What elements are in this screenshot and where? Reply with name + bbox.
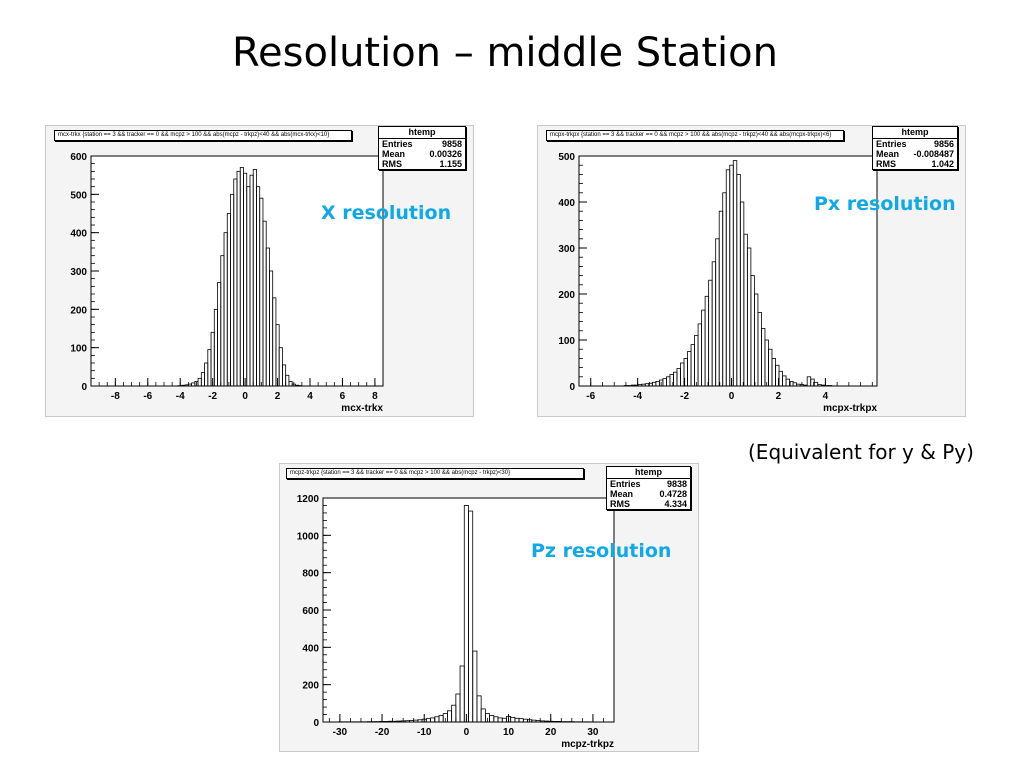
entries-label: Entries — [610, 479, 641, 489]
stats-name: htemp — [379, 127, 465, 139]
mean-value: -0.008487 — [913, 149, 954, 159]
rms-label: RMS — [876, 159, 896, 169]
x-tick-label: -4 — [633, 391, 642, 402]
x-tick-label: -20 — [375, 727, 390, 738]
y-tick-label: 600 — [70, 152, 87, 163]
x-tick-label: 0 — [729, 391, 735, 402]
y-tick-label: 0 — [81, 382, 87, 393]
x-tick-label: 10 — [503, 727, 515, 738]
y-tick-label: 500 — [70, 190, 87, 201]
stats-box: htemp Entries 9858 Mean 0.00326 RMS 1.155 — [378, 126, 466, 170]
y-tick-label: 800 — [302, 569, 319, 580]
y-tick-label: 1200 — [297, 494, 320, 505]
x-tick-label: -6 — [586, 391, 595, 402]
pz-resolution-histogram: -30 -20 -10 0 10 20 30 0 200 400 600 800 1000 1200 mcp… — [297, 494, 615, 750]
rms-value: 4.334 — [664, 499, 687, 509]
entries-value: 9858 — [441, 139, 462, 149]
y-tick-label: 300 — [558, 244, 575, 255]
pz-resolution-label: Pz resolution — [531, 540, 672, 562]
x-tick-label: 20 — [545, 727, 557, 738]
entries-label: Entries — [382, 139, 413, 149]
x-tick-label: -4 — [176, 391, 185, 402]
y-tick-label: 200 — [70, 305, 87, 316]
y-tick-label: 1000 — [297, 531, 320, 542]
px-resolution-label: Px resolution — [814, 193, 956, 215]
y-tick-label: 400 — [302, 643, 319, 654]
mean-value: 0.4728 — [659, 489, 687, 499]
mean-label: Mean — [876, 149, 900, 159]
rms-label: RMS — [610, 499, 630, 509]
x-tick-label: 30 — [587, 727, 599, 738]
y-tick-label: 200 — [558, 290, 575, 301]
rms-value: 1.155 — [439, 159, 462, 169]
x-tick-label: -2 — [680, 391, 689, 402]
y-tick-label: 200 — [302, 681, 319, 692]
stats-box: htemp Entries 9856 Mean -0.008487 RMS 1.042 — [872, 126, 958, 170]
slide-title: Resolution – middle Station — [232, 30, 778, 76]
histogram-title: mcx-trkx {station == 3 && tracker == 0 &… — [54, 130, 352, 141]
px-resolution-histogram: -6 -4 -2 0 2 4 0 100 200 300 400 500 mcpx-trkpx — [558, 152, 878, 414]
stats-box: htemp Entries 9838 Mean 0.4728 RMS 4.334 — [606, 466, 691, 510]
histogram-title: mcpz-trkpz {station == 3 && tracker == 0… — [286, 468, 584, 479]
x-tick-label: 8 — [372, 391, 378, 402]
x-tick-label: -8 — [111, 391, 120, 402]
mean-value: 0.00326 — [429, 149, 462, 159]
x-tick-label: -30 — [333, 727, 348, 738]
rms-value: 1.042 — [931, 159, 954, 169]
y-tick-label: 0 — [569, 382, 575, 393]
x-tick-label: 0 — [242, 391, 248, 402]
x-tick-label: -6 — [143, 391, 152, 402]
y-tick-label: 600 — [302, 606, 319, 617]
y-tick-label: 500 — [558, 152, 575, 163]
stats-name: htemp — [607, 467, 690, 479]
y-tick-label: 100 — [558, 336, 575, 347]
mean-label: Mean — [610, 489, 634, 499]
y-tick-label: 0 — [313, 718, 319, 729]
equivalence-note: (Equivalent for y & Py) — [748, 440, 974, 464]
x-tick-label: -2 — [208, 391, 217, 402]
y-tick-label: 100 — [70, 344, 87, 355]
entries-label: Entries — [876, 139, 907, 149]
x-axis-title: mcpz-trkpz — [561, 739, 614, 750]
x-tick-label: 2 — [275, 391, 281, 402]
x-resolution-label: X resolution — [321, 202, 452, 224]
plot-frame — [578, 155, 878, 387]
y-tick-label: 400 — [558, 198, 575, 209]
mean-label: Mean — [382, 149, 406, 159]
stats-name: htemp — [873, 127, 957, 139]
x-tick-label: 4 — [823, 391, 829, 402]
x-axis-title: mcpx-trkpx — [823, 403, 877, 414]
pz-resolution-panel: -30 -20 -10 0 10 20 30 0 200 400 600 800 1000 1200 mcp… — [279, 463, 699, 752]
x-resolution-histogram: -8 -6 -4 -2 0 2 4 6 8 0 100 200 300 400 500 600 mcx-trkx — [70, 152, 384, 414]
histogram-title: mcpx-trkpx {station == 3 && tracker == 0… — [546, 130, 844, 141]
x-resolution-panel: -8 -6 -4 -2 0 2 4 6 8 0 100 200 300 400 500 600 mcx-trkx… — [45, 125, 474, 417]
x-tick-label: -10 — [417, 727, 432, 738]
y-tick-label: 400 — [70, 229, 87, 240]
entries-value: 9838 — [666, 479, 687, 489]
x-tick-label: 6 — [340, 391, 346, 402]
px-resolution-panel: -6 -4 -2 0 2 4 0 100 200 300 400 500 mcpx-trkpx mcpx… — [537, 125, 966, 417]
y-tick-label: 300 — [70, 267, 87, 278]
rms-label: RMS — [382, 159, 402, 169]
x-tick-label: 0 — [464, 727, 470, 738]
x-axis-title: mcx-trkx — [341, 403, 383, 414]
entries-value: 9856 — [933, 139, 954, 149]
x-tick-label: 2 — [776, 391, 782, 402]
x-tick-label: 4 — [307, 391, 313, 402]
